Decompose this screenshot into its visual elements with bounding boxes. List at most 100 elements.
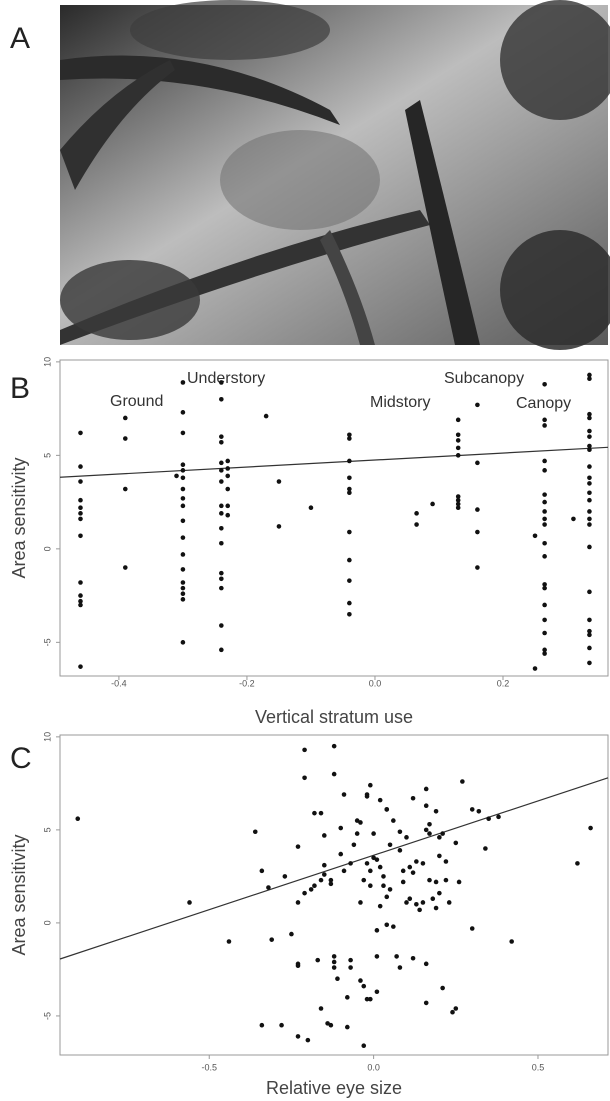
point (475, 402, 480, 408)
point (219, 439, 224, 445)
point (446, 900, 452, 905)
photo-foliage (500, 0, 610, 120)
point (345, 995, 350, 1000)
point (75, 816, 81, 822)
point (384, 922, 390, 928)
point (542, 516, 547, 522)
point (440, 831, 445, 836)
point (180, 430, 186, 436)
photo (60, 0, 610, 350)
point (295, 844, 301, 849)
point (407, 896, 413, 902)
point (443, 859, 449, 864)
point (331, 771, 337, 777)
point (587, 434, 592, 439)
point (312, 883, 317, 888)
point (542, 522, 547, 527)
point (587, 497, 592, 503)
point (259, 1022, 265, 1028)
point (387, 887, 393, 892)
point (78, 533, 83, 539)
point (180, 567, 186, 572)
point (259, 868, 265, 874)
point (587, 589, 592, 595)
point (78, 505, 83, 511)
point (312, 810, 317, 816)
point (381, 874, 386, 879)
point (219, 570, 224, 576)
point (410, 795, 416, 801)
point (397, 848, 403, 853)
point (122, 415, 128, 421)
point (377, 903, 383, 909)
point (78, 593, 83, 598)
x-tick-label: -0.5 (201, 1062, 217, 1072)
point (282, 874, 288, 879)
point (460, 779, 465, 784)
point (361, 1043, 367, 1048)
point (180, 503, 186, 509)
point (180, 580, 186, 585)
point (374, 857, 380, 862)
point (587, 372, 592, 378)
point (315, 957, 321, 963)
point (219, 396, 224, 402)
x-tick-label: 0.5 (532, 1062, 545, 1072)
point (295, 900, 301, 905)
point (219, 576, 224, 582)
point (78, 511, 83, 516)
point (542, 540, 547, 546)
point (542, 647, 547, 653)
annotation: Understory (187, 370, 265, 387)
point (347, 578, 352, 583)
point (364, 996, 370, 1002)
point (225, 503, 231, 509)
point (542, 458, 547, 464)
point (486, 816, 491, 822)
point (180, 475, 186, 481)
point (587, 660, 592, 666)
point (430, 501, 435, 507)
point (455, 453, 461, 458)
point (587, 447, 592, 453)
point (587, 509, 592, 514)
point (180, 597, 186, 602)
point (371, 831, 376, 836)
point (276, 524, 282, 529)
point (364, 794, 370, 799)
point (266, 885, 271, 890)
point (335, 976, 340, 982)
point (187, 900, 192, 905)
photo-foliage (130, 0, 330, 60)
y-tick-label: 10 (42, 732, 52, 742)
point (423, 786, 429, 792)
point (423, 961, 429, 967)
photo-foliage (220, 130, 380, 230)
trend-line (59, 446, 609, 478)
point (269, 937, 275, 942)
point (391, 818, 396, 823)
point (587, 490, 592, 496)
point (348, 957, 353, 963)
point (338, 851, 344, 857)
point (252, 829, 258, 835)
point (225, 473, 231, 479)
point (384, 807, 390, 812)
point (542, 585, 547, 591)
x-tick-label: 0.0 (367, 1062, 380, 1072)
point (347, 529, 352, 535)
point (455, 497, 461, 503)
point (328, 1022, 334, 1028)
point (453, 840, 459, 846)
point (542, 423, 547, 428)
point (226, 939, 232, 944)
point (417, 907, 422, 913)
point (122, 436, 128, 441)
point (347, 436, 352, 441)
point (420, 900, 426, 905)
point (225, 486, 231, 492)
y-tick-label: 5 (42, 453, 52, 458)
point (587, 645, 592, 651)
point (542, 499, 547, 505)
point (295, 1034, 301, 1039)
